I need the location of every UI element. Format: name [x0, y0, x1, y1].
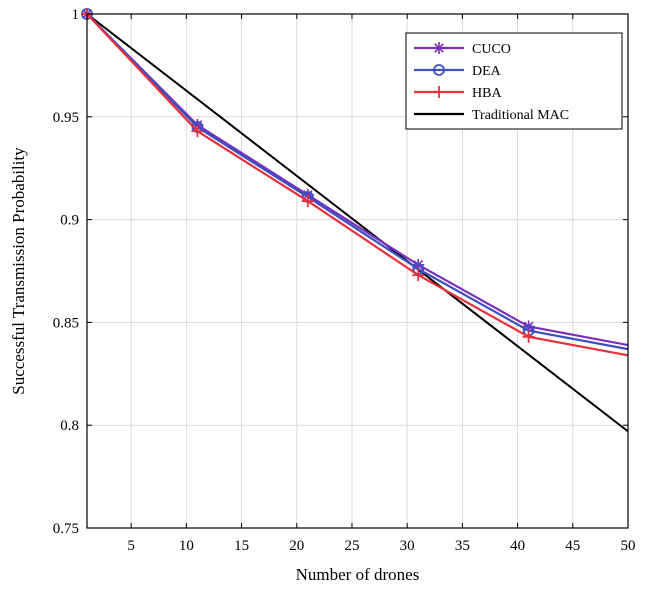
legend-entry: HBA	[414, 86, 502, 101]
marker-plus	[412, 269, 425, 282]
x-tick-label: 5	[127, 538, 135, 554]
legend-label: Traditional MAC	[472, 108, 569, 123]
y-tick-label: 0.75	[53, 521, 79, 537]
marker-plus	[522, 330, 535, 343]
series-traditional-mac	[86, 13, 629, 433]
series-line	[86, 13, 629, 347]
legend-entry: DEA	[414, 64, 502, 79]
series-line	[86, 13, 629, 357]
marker-plus	[301, 195, 314, 208]
plot-frame	[86, 13, 629, 529]
y-tick-label: 0.95	[53, 110, 79, 126]
legend-entry: Traditional MAC	[414, 108, 569, 123]
marker-star	[433, 42, 445, 54]
x-tick-label: 20	[289, 538, 304, 554]
legend-label: DEA	[472, 64, 502, 79]
marker-circle	[433, 64, 445, 76]
x-tick-label: 40	[510, 538, 525, 554]
y-axis-label: Successful Transmission Probability	[9, 147, 28, 395]
marker-plus	[191, 125, 204, 138]
x-tick-label: 50	[621, 538, 636, 554]
x-axis-label: Number of drones	[296, 565, 420, 584]
marker-plus	[433, 86, 445, 98]
y-tick-label: 0.9	[60, 213, 79, 229]
legend-entry: CUCO	[414, 42, 511, 57]
legend-label: CUCO	[472, 42, 511, 57]
legend: CUCO DEA HBA Traditional MAC	[405, 32, 623, 130]
y-tick-label: 0.85	[53, 315, 79, 331]
x-tick-label: 25	[344, 538, 359, 554]
y-tick-label: 0.8	[60, 418, 79, 434]
y-tick-label: 1	[72, 7, 80, 23]
series-layer	[81, 8, 629, 433]
series-line	[86, 13, 629, 433]
ticks: 5 10 15 20 25 30 35 40 45 50 0.75 0.8 0.85 0.9 0.95 1	[53, 7, 636, 554]
x-tick-label: 10	[179, 538, 194, 554]
x-tick-label: 35	[455, 538, 470, 554]
series-line	[86, 13, 629, 351]
x-tick-label: 15	[234, 538, 249, 554]
x-tick-label: 30	[400, 538, 415, 554]
legend-label: HBA	[472, 86, 502, 101]
x-tick-label: 45	[565, 538, 580, 554]
